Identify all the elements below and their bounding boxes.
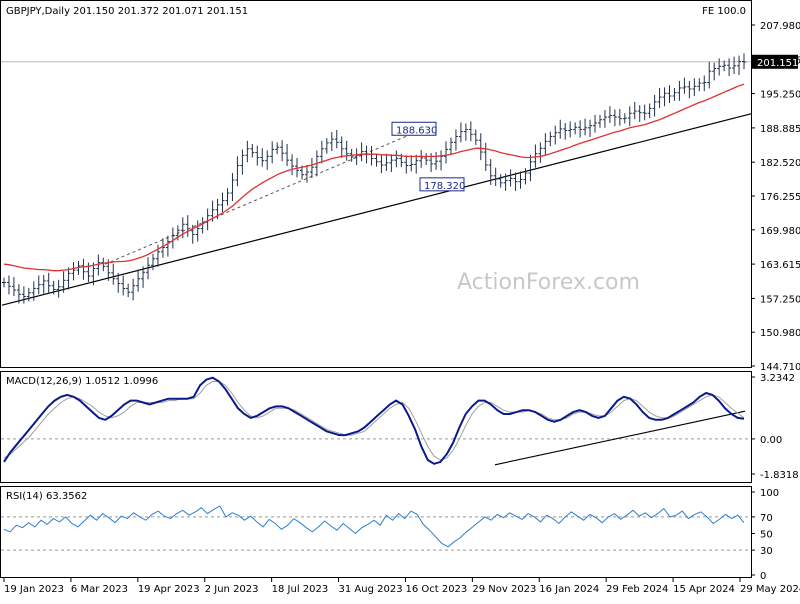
x-tick-label: 18 Jul 2023: [272, 584, 329, 595]
macd-panel-frame: [0, 371, 752, 483]
price-y-tick-label: 207.980: [760, 21, 800, 32]
x-tick-label: 31 Aug 2023: [339, 584, 403, 595]
price-y-tick-label: 188.885: [760, 124, 800, 135]
rsi-y-tick-label: 30: [760, 546, 773, 557]
macd-trendline: [494, 410, 746, 466]
rsi-line: [3, 505, 745, 548]
rsi-y-tick-label: 100: [760, 488, 779, 499]
x-tick-label: 29 Nov 2023: [472, 584, 536, 595]
price-y-tick-label: 163.615: [760, 260, 800, 271]
current-price-label: 201.151: [757, 58, 798, 69]
macd-layer: [1, 376, 751, 466]
x-tick-label: 29 May 2024: [740, 584, 800, 595]
price-y-tick-label: 157.250: [760, 294, 800, 305]
macd-y-tick-label: 3.2342: [760, 373, 795, 384]
macd-y-tick-label: 0.00: [760, 435, 782, 446]
moving-average-line: [3, 83, 745, 272]
x-tick-label: 16 Jan 2024: [539, 584, 599, 595]
dashed-trendline: [104, 125, 431, 265]
watermark: ActionForex.com: [457, 270, 640, 295]
x-tick-label: 19 Jan 2023: [4, 584, 64, 595]
annotation-label: 178.320: [424, 181, 465, 192]
axis-layer: 207.980201.615195.250188.885182.520176.2…: [3, 21, 800, 595]
rsi-panel-frame: [0, 486, 752, 578]
price-y-tick-label: 150.980: [760, 328, 800, 339]
rsi-header: RSI(14) 63.3562: [6, 491, 87, 502]
annotation-box: [391, 121, 437, 136]
annotation-label: 188.630: [396, 125, 437, 136]
price-layer: 188.630 178.320: [1, 53, 752, 306]
x-tick-label: 2 Jun 2023: [205, 584, 259, 595]
rsi-y-tick-label: 0: [760, 571, 766, 582]
rsi-y-tick-label: 70: [760, 513, 773, 524]
x-tick-label: 15 Apr 2024: [673, 584, 735, 595]
x-tick-label: 19 Apr 2023: [138, 584, 200, 595]
macd-series-signal: [3, 381, 745, 461]
price-y-tick-label: 182.520: [760, 158, 800, 169]
macd-y-tick-label: -1.8318: [760, 470, 799, 481]
x-tick-label: 29 Feb 2024: [606, 584, 668, 595]
trendline: [1, 113, 752, 306]
price-y-tick-label: 169.980: [760, 226, 800, 237]
rsi-y-tick-label: 50: [760, 530, 773, 541]
price-y-tick-label: 176.255: [760, 192, 800, 203]
price-y-tick-label: 195.250: [760, 90, 800, 101]
x-tick-label: 16 Oct 2023: [405, 584, 467, 595]
x-tick-label: 6 Mar 2023: [71, 584, 128, 595]
macd-series-macd: [3, 376, 745, 465]
price-y-tick-label: 144.710: [760, 362, 800, 373]
price-header: GBPJPY,Daily 201.150 201.372 201.071 201…: [6, 6, 248, 17]
annotation-box: [419, 177, 465, 192]
macd-header: MACD(12,26,9) 1.0512 1.0996: [6, 376, 158, 387]
current-price-box: [752, 54, 798, 69]
price-panel-frame: [0, 0, 752, 368]
rsi-layer: [1, 505, 751, 551]
fe-label: FE 100.0: [702, 6, 746, 17]
